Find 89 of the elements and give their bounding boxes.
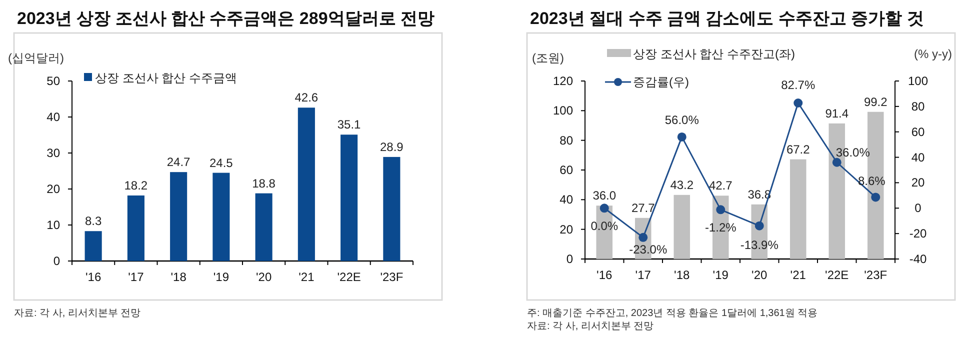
y-tick-label: 40: [46, 110, 60, 124]
data-label: 27.7: [631, 200, 656, 215]
y2-tick-label: -40: [909, 252, 927, 266]
data-label: 91.4: [825, 106, 849, 120]
y2-tick-label: 60: [911, 124, 925, 139]
x-tick-label: '16: [596, 268, 613, 282]
data-label: 36.0: [592, 188, 616, 203]
x-tick-label: '19: [712, 268, 729, 282]
y2-axis-title: (% y-y): [914, 47, 952, 61]
y-tick-label: 10: [46, 218, 60, 232]
point: [794, 98, 803, 108]
y-tick-label: 40: [560, 192, 574, 207]
data-label: 0.0%: [590, 219, 618, 234]
y-tick-label: 0: [53, 254, 60, 268]
x-tick-label: '22E: [337, 270, 361, 284]
bar: [212, 172, 230, 261]
y2-tick-label: 80: [911, 99, 925, 114]
x-tick-label: '20: [256, 270, 272, 284]
data-label: 42.6: [294, 90, 318, 105]
text: 주: 매출기준 수주잔고, 2023년 적용 환율은 1달러에 1,361원 적용: [527, 308, 818, 319]
bar: [790, 159, 806, 259]
chart-title: 2023년 절대 수주 금액 감소에도 수주잔고 증가할 것: [530, 9, 924, 28]
data-label: 28.9: [380, 140, 404, 154]
bar: [340, 134, 358, 261]
data-label: 24.7: [166, 155, 191, 170]
y2-tick-label: 20: [911, 176, 925, 190]
x-tick-label: '17: [635, 268, 652, 282]
x-tick-label: '18: [674, 268, 690, 282]
y2-tick-label: 100: [908, 74, 928, 88]
data-label: 36.0%: [836, 145, 870, 160]
data-label: 99.2: [864, 94, 888, 109]
x-tick-label: '23F: [380, 270, 404, 284]
x-tick-label: '21: [298, 270, 315, 284]
y-tick-label: 80: [560, 133, 574, 148]
x-tick-label: '16: [85, 270, 102, 284]
bar: [255, 193, 272, 261]
data-label: 67.2: [786, 142, 810, 156]
x-tick-label: '17: [128, 270, 144, 284]
bar: [84, 231, 102, 261]
y-axis-title: (조원): [532, 51, 564, 65]
bar: [127, 195, 144, 261]
bar: [298, 108, 315, 261]
data-label: 42.7: [708, 178, 733, 193]
y-axis-title: (십억달러): [8, 51, 64, 65]
x-tick-label: '19: [213, 270, 230, 284]
bar: [674, 194, 690, 259]
text: 자료: 각 사, 리서치본부 전망: [527, 321, 654, 332]
y-tick-label: 20: [46, 182, 60, 196]
data-label: -1.2%: [704, 220, 737, 235]
legend-label: 증감률(우): [633, 75, 689, 89]
data-label: 8.3: [84, 214, 102, 228]
y-tick-label: 0: [566, 252, 574, 266]
legend-label: 상장 조선사 합산 수주잔고(좌): [633, 47, 795, 61]
y-tick-label: 50: [46, 74, 60, 88]
data-label: 82.7%: [781, 78, 816, 92]
bar: [170, 172, 188, 261]
y-tick-label: 120: [552, 74, 574, 88]
data-label: 8.6%: [858, 174, 886, 188]
y2-tick-label: 0: [914, 201, 922, 216]
point: [871, 192, 880, 202]
point: [677, 132, 686, 142]
y-tick-label: 100: [552, 104, 574, 118]
data-label: 43.2: [670, 178, 694, 192]
bar: [383, 156, 400, 261]
x-tick-label: '18: [170, 270, 187, 284]
legend-label: 상장 조선사 합산 수주금액: [95, 71, 238, 85]
y-tick-label: 60: [560, 163, 574, 177]
point: [600, 204, 609, 213]
point: [832, 158, 842, 167]
x-tick-label: '22E: [825, 268, 849, 282]
point: [638, 232, 648, 242]
data-label: 56.0%: [664, 112, 700, 127]
point: [754, 221, 764, 230]
data-label: 18.2: [124, 178, 148, 192]
data-label: -13.9%: [740, 238, 779, 252]
x-tick-label: '23F: [864, 268, 888, 282]
data-label: 18.8: [252, 176, 276, 190]
data-label: 24.5: [210, 156, 234, 170]
x-tick-label: '20: [752, 268, 768, 282]
x-tick-label: '21: [790, 268, 806, 282]
chart-title: 2023년 상장 조선사 합산 수주금액은 289억달러로 전망: [17, 9, 435, 28]
y2-tick-label: -20: [909, 226, 927, 241]
point: [716, 205, 726, 214]
data-label: 35.1: [337, 118, 362, 132]
y2-tick-label: 40: [911, 150, 925, 164]
data-label: -23.0%: [629, 242, 668, 256]
text: 자료: 각 사, 리서치본부 전망: [14, 308, 141, 319]
y-tick-label: 20: [560, 222, 574, 236]
y-tick-label: 30: [46, 146, 60, 160]
